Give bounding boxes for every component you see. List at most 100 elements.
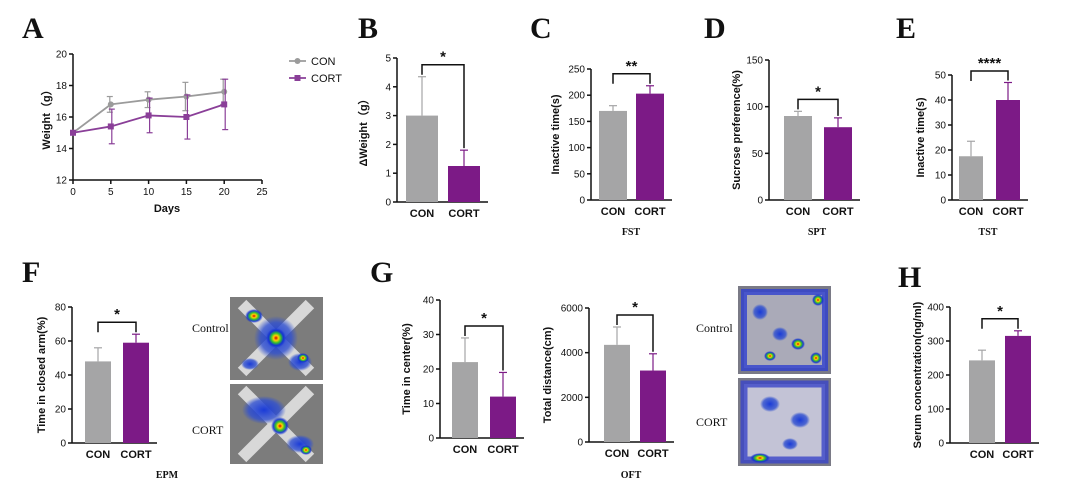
bar-cort [996, 100, 1020, 200]
significance-bracket [797, 98, 839, 116]
data-point-cort [70, 129, 76, 136]
category-label-cort: CORT [120, 449, 151, 461]
y-tick-label: 6000 [561, 304, 584, 315]
significance-marker: * [481, 310, 487, 327]
data-point-cort [145, 112, 152, 119]
bar-con [604, 344, 630, 442]
x-tick-label: 5 [108, 187, 114, 198]
data-point-cort [183, 114, 190, 120]
panel-label-f: F [22, 256, 40, 289]
y-tick-label: 0 [60, 439, 66, 450]
y-tick-label: 30 [423, 330, 435, 341]
y-axis-label: Time in closed arm(%) [36, 316, 48, 433]
significance-marker: * [440, 49, 446, 66]
chart-title: EPM [156, 470, 179, 481]
significance-marker: * [114, 306, 120, 323]
center-time-bar-chart: 0 10 20 30 40 CON CORT * Time in center(%) [401, 296, 524, 456]
category-label-cort: CORT [487, 444, 518, 456]
significance-marker: * [632, 299, 638, 316]
y-tick-label: 300 [927, 337, 944, 348]
epm-image-label-control: Control [192, 321, 229, 335]
y-tick-label: 10 [423, 399, 435, 410]
y-tick-label: 400 [927, 303, 944, 314]
y-tick-label: 20 [55, 405, 67, 416]
serum-bar-chart: 0 100 200 300 400 CON CORT * Serum concentration… [912, 301, 1039, 461]
bar-cort [123, 342, 149, 443]
significance-bracket [970, 70, 1009, 81]
y-tick-label: 12 [56, 176, 68, 187]
x-tick-label: 15 [181, 187, 193, 198]
data-point-cort [221, 101, 228, 108]
bar-cort [490, 396, 516, 438]
significance-bracket [616, 314, 654, 352]
legend-marker-con [294, 58, 301, 64]
bar-con [452, 362, 478, 438]
oft-image-label-cort: CORT [696, 415, 728, 429]
oft-heatmap-cort [738, 378, 831, 466]
category-label-con: CON [601, 206, 626, 218]
legend-label-con: CON [311, 56, 336, 68]
y-tick-label: 40 [423, 296, 435, 307]
y-axis-label: Sucrose preference(%) [731, 70, 743, 190]
category-label-con: CON [959, 206, 984, 218]
delta-weight-bar-chart: 0 1 2 3 4 5 CON CORT * ΔWeight（g） [357, 49, 488, 220]
chart-title: OFT [621, 470, 642, 481]
bar-con [599, 110, 627, 200]
fst-bar-chart: 0 50 100 150 200 250 CON CORT ** Inactive time(s)… [550, 58, 672, 238]
panel-label-d: D [704, 12, 726, 45]
category-label-cort: CORT [822, 206, 853, 218]
category-label-con: CON [786, 206, 811, 218]
y-axis-label: Serum concentration(ng/ml) [912, 301, 924, 448]
significance-bracket [464, 325, 504, 371]
bar-cort [640, 370, 666, 442]
y-tick-label: 4000 [561, 348, 584, 359]
bar-cort [636, 93, 664, 200]
significance-marker: * [815, 83, 821, 100]
epm-image-label-cort: CORT [192, 423, 224, 437]
significance-marker: ** [626, 58, 638, 75]
y-tick-label: 3 [385, 111, 391, 122]
bar-con [784, 116, 812, 200]
data-point-con [221, 88, 228, 95]
panel-label-c: C [530, 12, 552, 45]
y-axis-label: Inactive time(s) [550, 94, 562, 174]
y-axis-label: Time in center(%) [401, 323, 413, 415]
panel-label-g: G [370, 256, 393, 289]
y-tick-label: 100 [746, 102, 763, 113]
y-tick-label: 150 [746, 56, 763, 67]
x-tick-label: 25 [256, 187, 268, 198]
significance-marker: **** [978, 55, 1002, 72]
y-tick-label: 2000 [561, 393, 584, 404]
y-tick-label: 40 [935, 96, 947, 107]
panel-label-a: A [22, 12, 44, 45]
category-label-cort: CORT [992, 206, 1023, 218]
category-label-con: CON [453, 444, 478, 456]
y-tick-label: 0 [940, 196, 946, 207]
panel-label-h: H [898, 261, 921, 294]
panel-label-e: E [896, 12, 916, 45]
y-tick-label: 0 [428, 434, 434, 445]
y-tick-label: 0 [579, 196, 585, 207]
significance-marker: * [997, 303, 1003, 320]
y-tick-label: 80 [55, 303, 67, 314]
bar-con [959, 156, 983, 200]
chart-title: FST [622, 227, 641, 238]
y-tick-label: 5 [385, 54, 391, 65]
bar-con [406, 115, 438, 202]
category-label-con: CON [605, 448, 630, 460]
y-tick-label: 50 [935, 71, 947, 82]
panel-label-b: B [358, 12, 378, 45]
y-axis-label: Total distance(cm) [542, 326, 554, 423]
x-tick-label: 20 [219, 187, 231, 198]
x-tick-label: 10 [143, 187, 155, 198]
tst-bar-chart: 0 10 20 30 40 50 CON CORT **** Inactive time(s) TS… [915, 55, 1028, 238]
y-tick-label: 100 [568, 143, 585, 154]
epm-heatmap-cort [230, 384, 323, 464]
bar-cort [1005, 335, 1031, 443]
x-tick-label: 0 [70, 187, 76, 198]
category-label-cort: CORT [637, 448, 668, 460]
y-axis-label: Inactive time(s) [915, 97, 927, 177]
y-tick-label: 200 [568, 91, 585, 102]
total-distance-bar-chart: 0 2000 4000 6000 CON CORT * Total distance(cm) O… [542, 299, 674, 481]
y-axis-label: Weight（g） [40, 84, 53, 149]
